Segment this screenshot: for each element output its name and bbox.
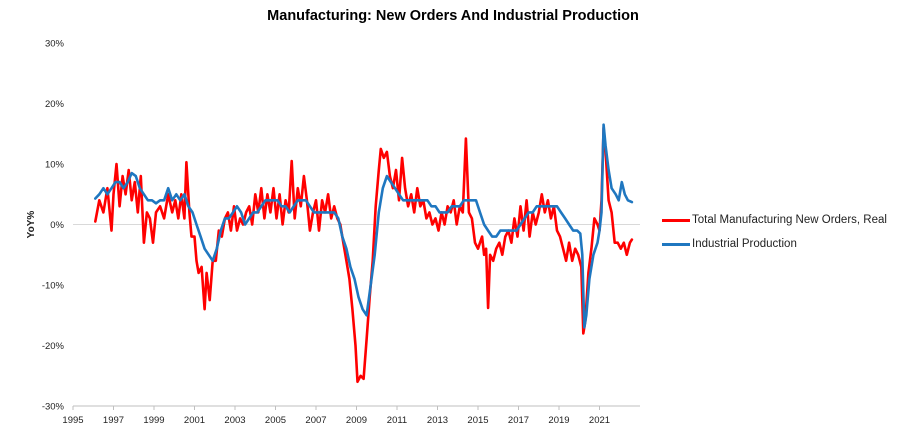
y-tick-label: 0% — [50, 220, 64, 231]
series-line-new-orders — [94, 126, 634, 384]
legend-label-industrial-production: Industrial Production — [692, 238, 797, 250]
x-tick-label: 2015 — [467, 415, 488, 426]
legend-swatch-industrial-production — [662, 242, 690, 246]
y-tick-label: 20% — [45, 99, 65, 110]
x-tick-label: 1995 — [62, 415, 83, 426]
y-tick-label: -30% — [42, 402, 65, 413]
y-tick-label: 30% — [45, 39, 65, 50]
x-tick-label: 1997 — [103, 415, 124, 426]
legend-swatch-new-orders — [662, 218, 690, 222]
series-line-industrial-production — [94, 123, 634, 329]
y-axis-label: YoY% — [26, 211, 37, 239]
x-tick-label: 2003 — [224, 415, 245, 426]
x-tick-label: 2009 — [346, 415, 367, 426]
x-tick-label: 1999 — [143, 415, 164, 426]
x-tick-label: 2021 — [589, 415, 610, 426]
x-tick-label: 2007 — [305, 415, 326, 426]
legend-item-industrial-production: Industrial Production — [662, 232, 887, 256]
legend-item-new-orders: Total Manufacturing New Orders, Real — [662, 208, 887, 232]
series-lines — [94, 123, 634, 384]
x-tick-label: 2019 — [548, 415, 569, 426]
x-tick-label: 2013 — [427, 415, 448, 426]
y-tick-label: -10% — [42, 281, 65, 292]
legend: Total Manufacturing New Orders, Real Ind… — [662, 208, 887, 256]
y-tick-label: 10% — [45, 160, 65, 171]
x-tick-label: 2005 — [265, 415, 286, 426]
x-tick-label: 2011 — [387, 415, 407, 426]
chart-title: Manufacturing: New Orders And Industrial… — [267, 8, 639, 24]
x-tick-label: 2001 — [184, 415, 205, 426]
axes: 30% 20% 10% 0% -10% -20% -30% 1995 1997 1999 2001 2… — [26, 39, 640, 426]
y-tick-label: -20% — [42, 341, 65, 352]
legend-label-new-orders: Total Manufacturing New Orders, Real — [692, 214, 887, 226]
x-tick-label: 2017 — [508, 415, 529, 426]
